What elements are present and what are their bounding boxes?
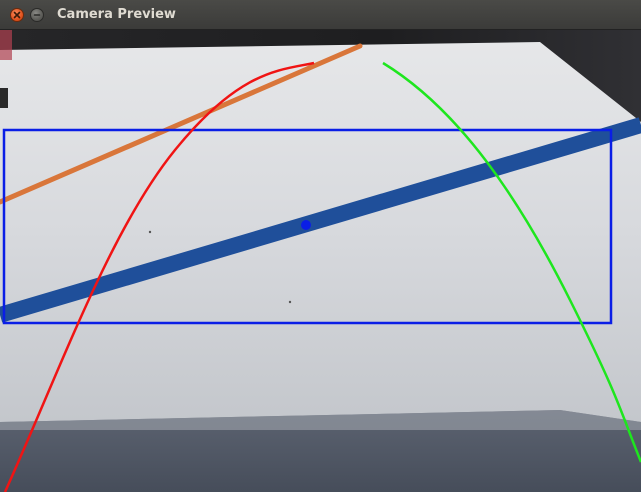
left-fit-curve — [3, 61, 315, 492]
title-bar[interactable]: Camera Preview — [0, 0, 641, 30]
camera-preview-image — [0, 30, 641, 492]
table-edge — [0, 410, 641, 430]
edge-object — [0, 88, 8, 108]
camera-frame — [0, 30, 641, 492]
tape-line — [0, 117, 641, 323]
close-button[interactable] — [10, 8, 24, 22]
table-surface — [0, 42, 641, 422]
window-title: Camera Preview — [57, 7, 176, 22]
corner-object — [0, 30, 12, 60]
minimize-icon — [33, 14, 41, 16]
minimize-button[interactable] — [30, 8, 44, 22]
bounding-box — [2, 128, 613, 325]
speck — [288, 300, 292, 304]
close-icon — [13, 11, 21, 19]
orange-line — [0, 43, 363, 205]
center-point — [301, 220, 311, 230]
right-fit-curve — [382, 61, 641, 463]
speck — [148, 230, 152, 234]
